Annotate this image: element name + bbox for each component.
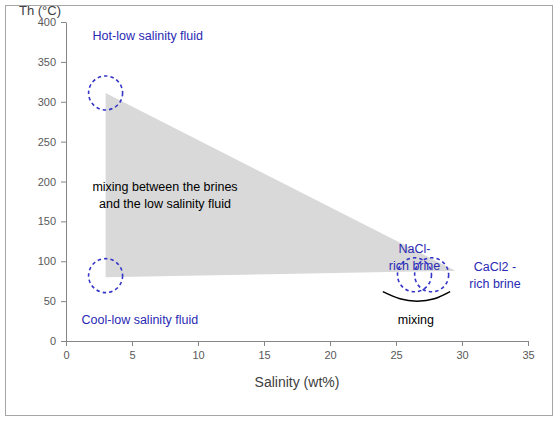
annotation: Hot-low salinity fluid <box>93 29 204 43</box>
tick-label: 200 <box>38 176 56 188</box>
tick-label: 50 <box>44 295 56 307</box>
tick-mark <box>61 102 66 103</box>
tick-label: 100 <box>38 255 56 267</box>
tick-label: 350 <box>38 56 56 68</box>
marks <box>89 76 456 301</box>
tick-mark <box>264 341 265 346</box>
tick-mark <box>61 261 66 262</box>
tick-mark <box>198 341 199 346</box>
tick-label: 30 <box>456 349 468 361</box>
annotation: Cool-low salinity fluid <box>82 313 199 327</box>
mixing-brace <box>383 292 450 302</box>
tick-mark <box>330 341 331 346</box>
tick: 300 <box>38 96 66 108</box>
tick: 50 <box>44 295 66 307</box>
y-axis: 050100150200250300350400 <box>38 16 67 347</box>
annotations: Hot-low salinity fluid mixing between the… <box>82 29 521 326</box>
x-axis: 0 5 10 15 20 25 30 35 <box>63 341 534 361</box>
tick: 20 <box>324 341 336 361</box>
tick: 5 <box>129 341 135 361</box>
tick-mark <box>61 142 66 143</box>
tick-mark <box>528 341 529 346</box>
tick-label: 300 <box>38 96 56 108</box>
y-axis-title: Th (°C) <box>19 3 61 18</box>
tick: 250 <box>38 136 66 148</box>
tick-mark <box>66 341 67 346</box>
tick: 25 <box>390 341 402 361</box>
fluid-circle <box>89 259 123 293</box>
tick-mark <box>61 182 66 183</box>
tick-mark <box>132 341 133 346</box>
tick-label: 250 <box>38 136 56 148</box>
tick-mark <box>61 62 66 63</box>
tick-mark <box>61 221 66 222</box>
axis-line <box>66 23 67 342</box>
tick-label: 35 <box>522 349 534 361</box>
annotation: mixing between the brines <box>92 180 237 194</box>
tick-mark <box>61 301 66 302</box>
tick: 0 <box>50 335 66 347</box>
tick-label: 25 <box>390 349 402 361</box>
annotation: rich brine <box>469 277 520 291</box>
tick: 200 <box>38 176 66 188</box>
tick: 150 <box>38 215 66 227</box>
tick-mark <box>396 341 397 346</box>
tick: 15 <box>258 341 270 361</box>
annotation: NaCl- <box>399 242 431 256</box>
tick: 10 <box>192 341 204 361</box>
annotation: mixing <box>398 313 434 327</box>
axis-line <box>67 341 529 342</box>
tick-label: 15 <box>258 349 270 361</box>
tick-mark <box>61 22 66 23</box>
tick-label: 20 <box>324 349 336 361</box>
tick-label: 5 <box>129 349 135 361</box>
frame <box>6 6 553 416</box>
chart: 05101520253035050100150200250300350400Sa… <box>0 0 558 421</box>
tick: 100 <box>38 255 66 267</box>
tick: 35 <box>522 341 534 361</box>
tick-mark <box>61 341 66 342</box>
tick-mark <box>462 341 463 346</box>
tick-label: 150 <box>38 215 56 227</box>
tick: 0 <box>63 341 69 361</box>
fluid-circle <box>89 76 123 110</box>
annotation: CaCl2 - <box>474 260 516 274</box>
tick: 30 <box>456 341 468 361</box>
tick-label: 0 <box>50 335 56 347</box>
x-axis-title: Salinity (wt%) <box>255 374 340 390</box>
tick-label: 0 <box>63 349 69 361</box>
annotation: and the low salinity fluid <box>99 197 231 211</box>
tick: 350 <box>38 56 66 68</box>
annotation: rich brine <box>389 259 440 273</box>
tick-label: 10 <box>192 349 204 361</box>
